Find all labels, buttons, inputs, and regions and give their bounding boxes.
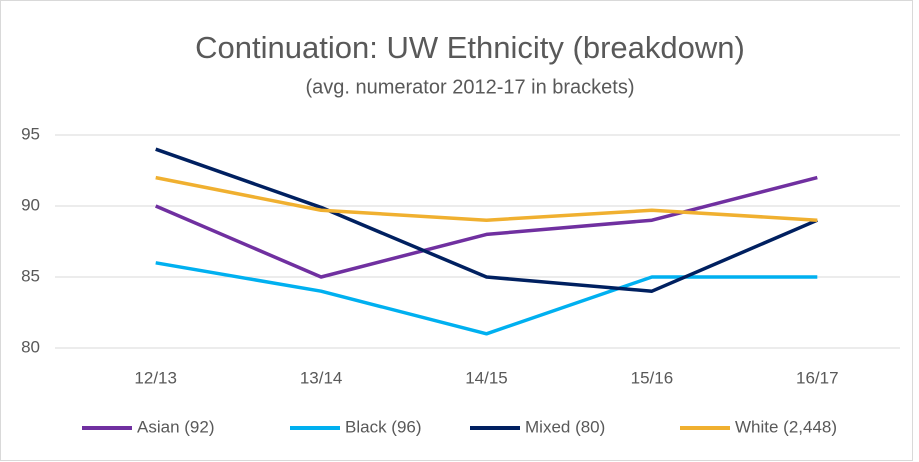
x-tick-label: 13/14 (300, 368, 343, 387)
series-line (155, 175, 818, 279)
chart-subtitle: (avg. numerator 2012-17 in brackets) (305, 76, 634, 98)
series-line (155, 175, 818, 222)
x-tick-label: 15/16 (631, 368, 674, 387)
legend-label: Asian (92) (137, 417, 214, 436)
legend-label: Mixed (80) (525, 417, 605, 436)
x-tick-label: 16/17 (796, 368, 839, 387)
y-tick-label: 95 (21, 124, 40, 143)
legend-label: Black (96) (345, 417, 422, 436)
y-tick-label: 80 (21, 337, 40, 356)
legend-label: White (2,448) (735, 417, 837, 436)
chart-title: Continuation: UW Ethnicity (breakdown) (195, 30, 745, 65)
y-tick-label: 85 (21, 266, 40, 285)
x-tick-label: 14/15 (465, 368, 508, 387)
x-tick-label: 12/13 (134, 368, 177, 387)
series-line (155, 147, 818, 293)
series-line (155, 261, 818, 336)
y-tick-label: 90 (21, 195, 40, 214)
